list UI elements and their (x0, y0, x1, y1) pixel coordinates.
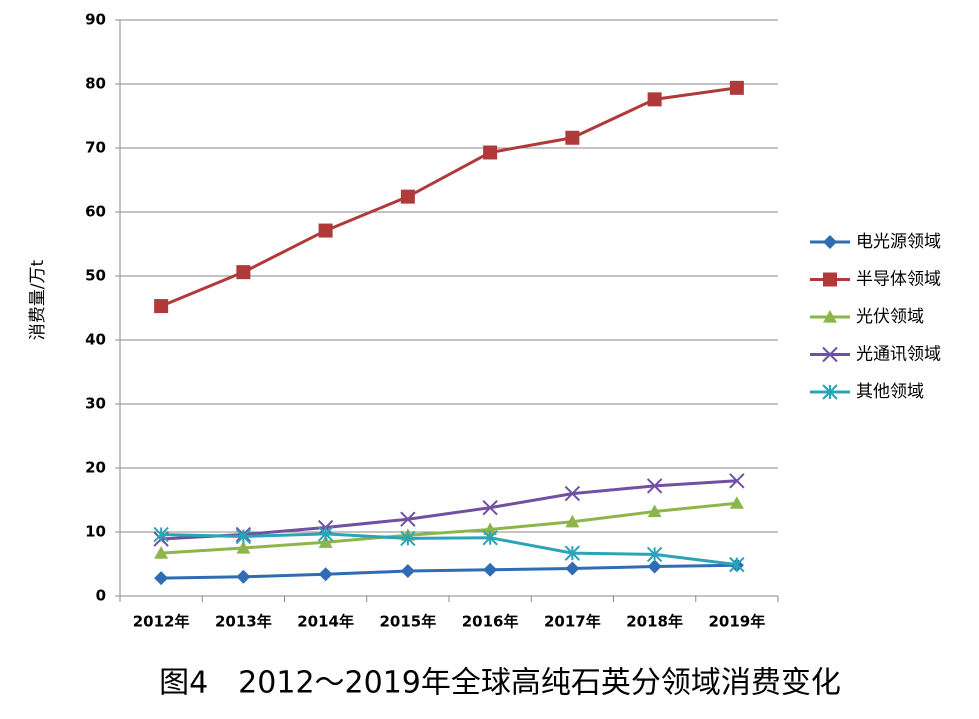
point (482, 530, 498, 546)
y-tick-label: 70 (85, 139, 106, 157)
point (565, 514, 580, 528)
x-tick-label: 2013年 (215, 613, 272, 631)
point (153, 526, 169, 543)
point (729, 80, 744, 95)
point (646, 546, 663, 563)
legend-marker (822, 384, 838, 400)
point (400, 564, 415, 579)
y-tick-label: 60 (85, 203, 106, 221)
point (565, 561, 580, 576)
legend-label: 半导体领域 (856, 270, 941, 290)
legend-marker (823, 235, 837, 249)
y-tick-label: 30 (85, 395, 106, 413)
y-tick-label: 10 (85, 523, 106, 541)
point (564, 485, 581, 502)
series-line (161, 479, 737, 541)
y-tick-label: 40 (85, 331, 106, 349)
x-tick-label: 2015年 (380, 613, 437, 631)
legend-marker (822, 346, 838, 363)
point (318, 223, 333, 238)
series-line (161, 532, 738, 567)
point (236, 541, 251, 554)
y-tick-label: 20 (85, 459, 106, 477)
legend-label: 光伏领域 (856, 307, 924, 327)
point (564, 545, 581, 561)
legend-label: 其他领域 (856, 382, 924, 402)
point (647, 504, 662, 518)
series-line (161, 501, 738, 555)
series-line (161, 563, 737, 580)
point (400, 189, 415, 204)
caption: 图4 2012～2019年全球高纯石英分领域消费变化 (159, 666, 841, 701)
series-line (160, 86, 738, 308)
point (317, 526, 334, 542)
point (318, 567, 333, 582)
y-tick-label: 50 (85, 267, 106, 285)
point (154, 546, 169, 559)
x-tick-label: 2019年 (709, 613, 766, 631)
point (482, 499, 498, 516)
point (236, 265, 251, 280)
point (565, 130, 580, 145)
point (483, 562, 498, 577)
point (400, 530, 416, 547)
point (235, 528, 252, 545)
legend-label: 电光源领域 (856, 232, 941, 252)
point (646, 478, 663, 494)
x-tick-label: 2017年 (544, 613, 601, 631)
legend-marker (823, 272, 837, 287)
point (318, 535, 333, 548)
x-tick-label: 2012年 (133, 613, 190, 631)
y-tick-label: 0 (96, 587, 106, 605)
legend-label: 光通讯领域 (856, 345, 941, 365)
point (154, 571, 169, 586)
point (236, 569, 251, 584)
y-tick-label: 80 (85, 75, 106, 93)
point (483, 522, 498, 536)
point (729, 556, 745, 573)
x-tick-label: 2018年 (626, 613, 683, 631)
point (483, 145, 498, 160)
point (729, 496, 744, 509)
y-axis-label: 消费量/万t (28, 259, 48, 340)
y-tick-label: 90 (85, 11, 106, 29)
legend-marker (823, 310, 837, 323)
point (729, 473, 745, 489)
point (647, 559, 662, 574)
x-tick-label: 2016年 (462, 613, 519, 631)
point (647, 92, 662, 107)
x-tick-label: 2014年 (297, 613, 354, 631)
point (154, 299, 169, 314)
point (400, 511, 416, 527)
